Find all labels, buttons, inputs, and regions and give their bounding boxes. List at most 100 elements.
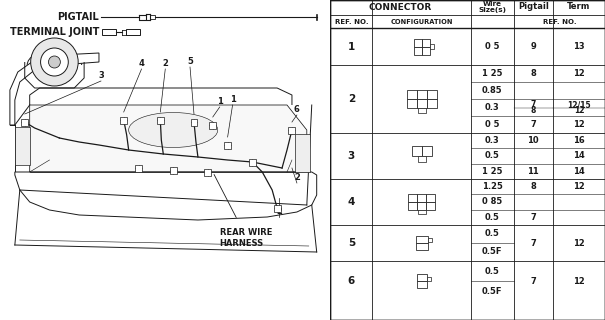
Bar: [426, 202, 435, 210]
Text: 0.5: 0.5: [485, 151, 500, 161]
Bar: [170, 166, 177, 173]
Bar: [414, 38, 422, 46]
Text: 16: 16: [573, 136, 585, 145]
Bar: [408, 202, 417, 210]
Bar: [191, 118, 197, 125]
Text: 1: 1: [217, 98, 223, 107]
Bar: [289, 126, 295, 133]
Bar: [427, 90, 437, 99]
Bar: [417, 108, 425, 113]
Text: 0.85: 0.85: [482, 86, 503, 95]
Text: 5: 5: [187, 58, 193, 67]
Bar: [224, 141, 231, 148]
Text: 0.5: 0.5: [485, 229, 500, 238]
Bar: [426, 194, 435, 202]
Text: 14: 14: [573, 151, 585, 161]
Text: 3: 3: [348, 151, 355, 161]
Bar: [209, 122, 216, 129]
Text: 7: 7: [531, 120, 536, 129]
Polygon shape: [30, 105, 307, 172]
Text: Wire
Size(s): Wire Size(s): [478, 1, 506, 13]
Text: 9: 9: [531, 42, 536, 51]
Bar: [151, 15, 155, 19]
Bar: [417, 156, 425, 162]
Bar: [417, 210, 425, 214]
Text: 8: 8: [531, 182, 536, 191]
Text: 8: 8: [531, 106, 536, 115]
Text: 12: 12: [573, 120, 585, 129]
Bar: [416, 236, 428, 243]
Bar: [430, 44, 434, 49]
Text: 4: 4: [348, 197, 355, 207]
Bar: [422, 146, 431, 156]
Bar: [411, 146, 422, 156]
Text: 11: 11: [528, 167, 539, 176]
Text: 12: 12: [573, 69, 585, 78]
Text: 14: 14: [573, 167, 585, 176]
Circle shape: [41, 48, 68, 76]
Text: 0 85: 0 85: [482, 197, 502, 206]
Text: 1: 1: [230, 95, 235, 105]
Bar: [102, 29, 116, 35]
Text: 1.25: 1.25: [482, 182, 503, 191]
Text: 2: 2: [162, 60, 168, 68]
Bar: [428, 238, 431, 242]
Text: 1 25: 1 25: [482, 69, 503, 78]
Bar: [273, 204, 281, 212]
Bar: [21, 118, 28, 125]
Bar: [126, 29, 140, 35]
Bar: [249, 158, 256, 165]
Bar: [416, 281, 427, 288]
Text: Pigtail: Pigtail: [518, 2, 549, 11]
Text: 12/15: 12/15: [567, 100, 590, 109]
Bar: [204, 169, 211, 175]
Text: 0 5: 0 5: [485, 42, 500, 51]
Text: 4: 4: [139, 60, 145, 68]
Bar: [408, 194, 417, 202]
Text: 1: 1: [348, 42, 355, 52]
Text: CONNECTOR: CONNECTOR: [369, 3, 432, 12]
Text: 12: 12: [573, 182, 585, 191]
Bar: [416, 99, 427, 108]
Polygon shape: [15, 172, 316, 220]
Bar: [417, 202, 426, 210]
Text: 0.5: 0.5: [485, 267, 500, 276]
Bar: [135, 164, 142, 172]
Text: 0 5: 0 5: [485, 120, 500, 129]
Ellipse shape: [129, 113, 218, 148]
Bar: [417, 194, 426, 202]
Text: 2: 2: [294, 173, 300, 182]
Text: CONFIGURATION: CONFIGURATION: [390, 19, 453, 25]
Text: 7: 7: [531, 238, 536, 247]
Text: 10: 10: [528, 136, 539, 145]
Text: TERMINAL JOINT: TERMINAL JOINT: [10, 27, 99, 37]
Text: 1 25: 1 25: [482, 167, 503, 176]
Text: 0.5F: 0.5F: [482, 286, 503, 295]
Text: 7: 7: [531, 100, 536, 109]
Bar: [120, 116, 127, 124]
Text: REAR WIRE
HARNESS: REAR WIRE HARNESS: [220, 228, 272, 248]
Circle shape: [31, 38, 78, 86]
Text: Term: Term: [567, 2, 590, 11]
Text: 2: 2: [276, 207, 282, 217]
Text: 12: 12: [574, 106, 584, 115]
Bar: [15, 127, 30, 165]
Text: 0.3: 0.3: [485, 136, 500, 145]
Text: 13: 13: [573, 42, 585, 51]
Bar: [407, 99, 416, 108]
Bar: [422, 46, 430, 54]
Bar: [416, 90, 427, 99]
Text: 5: 5: [348, 238, 355, 248]
Text: REF. NO.: REF. NO.: [543, 19, 576, 25]
Text: 6: 6: [348, 276, 355, 286]
Text: 3: 3: [98, 71, 104, 81]
Polygon shape: [10, 53, 99, 125]
Bar: [157, 116, 164, 124]
Bar: [414, 46, 422, 54]
Text: 7: 7: [531, 276, 536, 285]
Bar: [427, 277, 431, 281]
Text: 7: 7: [531, 213, 536, 222]
Bar: [427, 99, 437, 108]
Text: 8: 8: [531, 69, 536, 78]
Text: REF. NO.: REF. NO.: [335, 19, 368, 25]
